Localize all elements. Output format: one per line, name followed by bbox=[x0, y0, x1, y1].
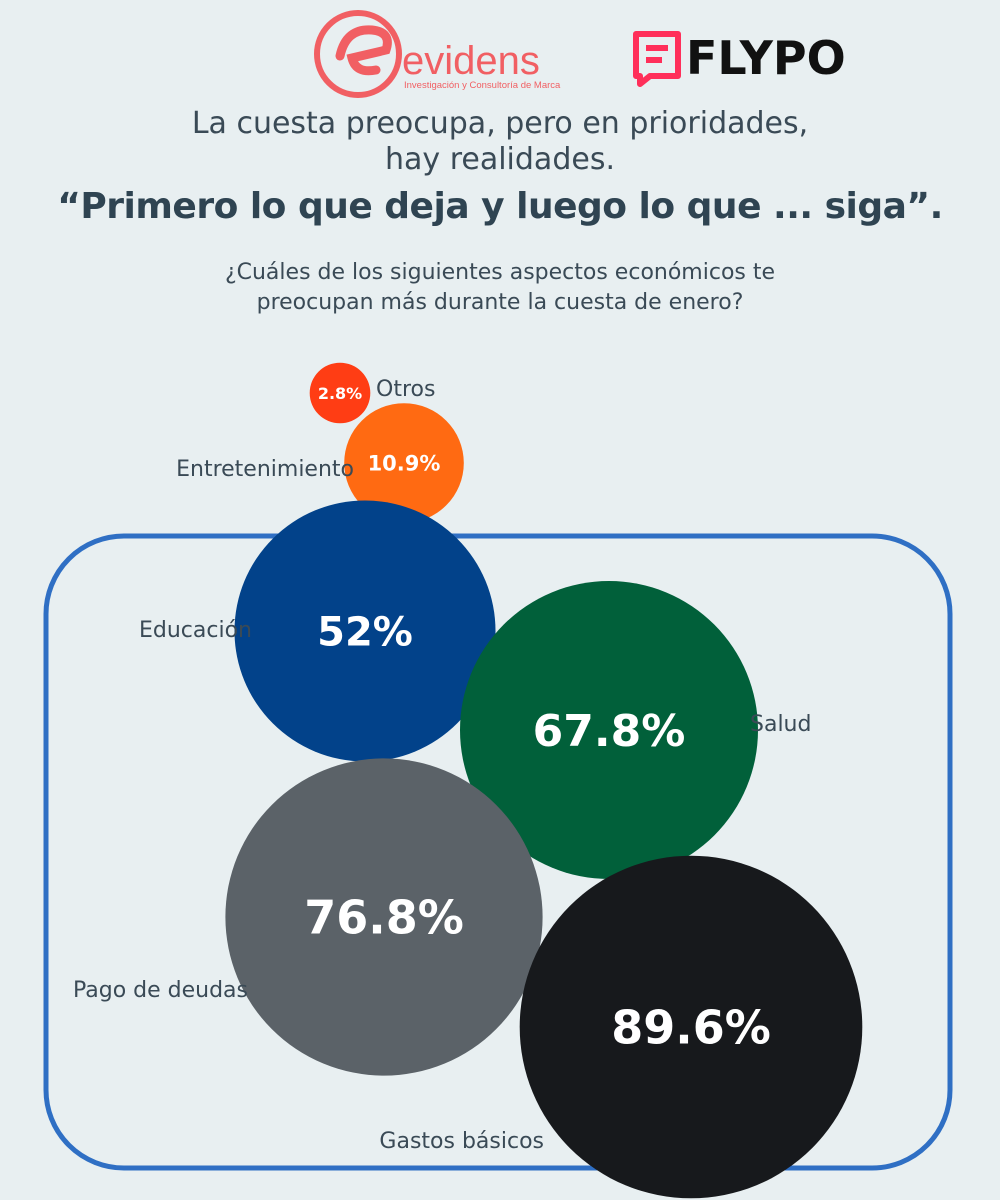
title-quote: “Primero lo que deja y luego lo que ... … bbox=[57, 186, 943, 227]
bubble-salud bbox=[460, 581, 758, 879]
bubble-otros bbox=[309, 362, 371, 424]
question-line-1: ¿Cuáles de los siguientes aspectos econó… bbox=[224, 260, 776, 285]
title-line-2: hay realidades. bbox=[385, 142, 615, 177]
evidens-logo: evidens Investigación y Consultoría de M… bbox=[314, 10, 561, 98]
evidens-wordmark: evidens bbox=[402, 39, 540, 83]
value-label-salud: 67.8% bbox=[533, 706, 686, 757]
value-label-pago-de-deudas: 76.8% bbox=[304, 891, 464, 945]
category-label-entretenimiento: Entretenimiento bbox=[176, 457, 354, 482]
bubble-entretenimiento bbox=[344, 403, 464, 523]
bubble-educacion bbox=[234, 500, 496, 762]
title-line-1: La cuesta preocupa, pero en prioridades, bbox=[191, 106, 809, 141]
category-label-salud: Salud bbox=[750, 712, 811, 737]
evidens-tagline: Investigación y Consultoría de Marca bbox=[404, 80, 561, 91]
evidens-logo-mark-icon bbox=[314, 10, 402, 98]
category-label-pago-de-deudas: Pago de deudas bbox=[73, 978, 248, 1003]
value-label-entretenimiento: 10.9% bbox=[368, 452, 441, 476]
category-label-gastos-basicos: Gastos básicos bbox=[379, 1129, 544, 1154]
highlight-frame bbox=[43, 533, 953, 1171]
logo-bar: evidens Investigación y Consultoría de M… bbox=[314, 10, 846, 98]
flypo-chat-icon bbox=[633, 31, 681, 87]
bubble-gastos-basicos bbox=[519, 855, 863, 1199]
category-label-otros: Otros bbox=[376, 377, 435, 402]
value-label-educacion: 52% bbox=[317, 609, 413, 655]
value-label-otros: 2.8% bbox=[318, 384, 362, 403]
flypo-logo: FLYPO bbox=[633, 31, 846, 87]
question-line-2: preocupan más durante la cuesta de enero… bbox=[256, 290, 744, 315]
evidens-logo-swoosh-icon bbox=[335, 25, 392, 76]
flypo-wordmark: FLYPO bbox=[686, 31, 846, 85]
bubble-pago-de-deudas bbox=[225, 758, 543, 1076]
category-label-educacion: Educación bbox=[139, 618, 252, 643]
value-label-gastos-basicos: 89.6% bbox=[611, 1001, 771, 1055]
